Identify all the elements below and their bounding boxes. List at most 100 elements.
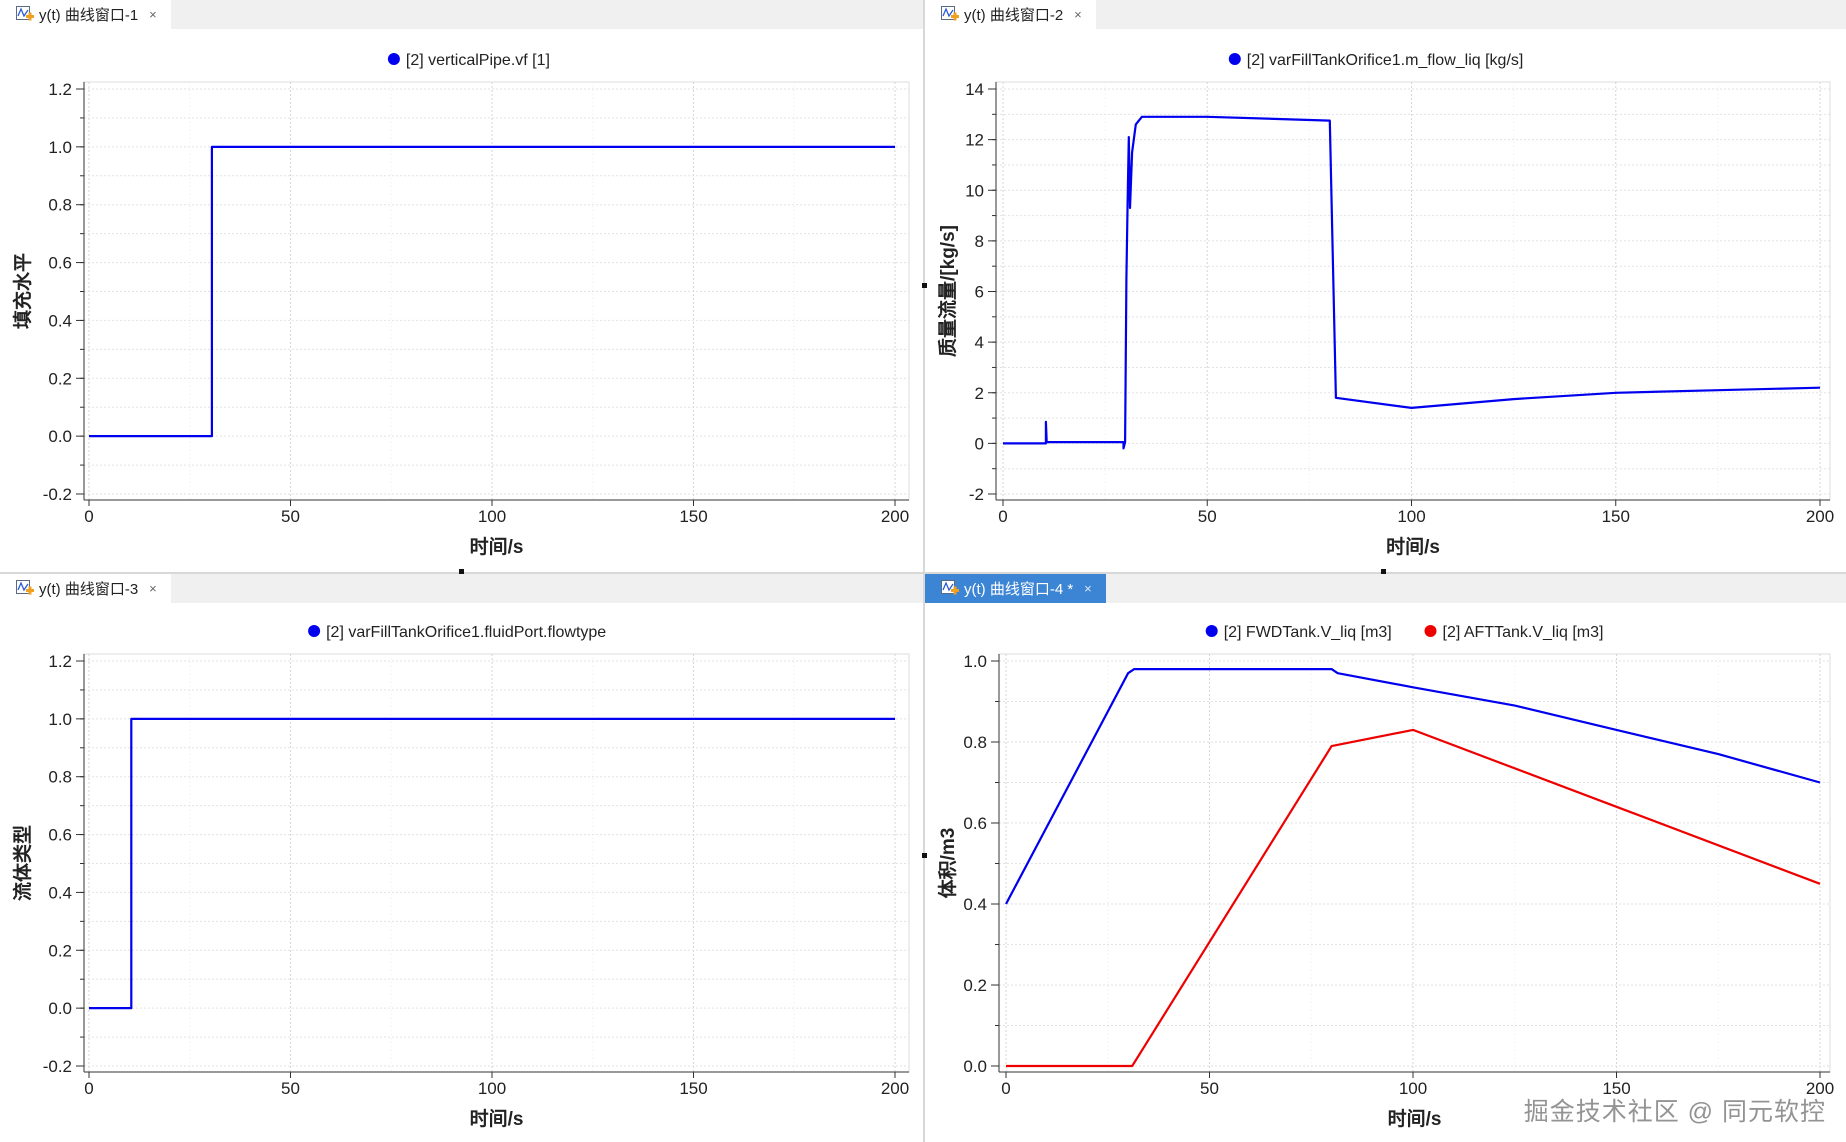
vertical-splitter[interactable] — [923, 0, 925, 1142]
legend-marker — [1228, 53, 1241, 65]
x-tick-label: 100 — [1399, 1079, 1427, 1098]
y-tick-label: 0.8 — [963, 733, 987, 752]
x-tick-label: 100 — [478, 1079, 506, 1098]
x-tick-label: 0 — [84, 507, 93, 526]
y-tick-label: 0.0 — [48, 427, 72, 446]
watermark: 掘金技术社区 @ 同元软控 — [1523, 1098, 1826, 1126]
series-line — [1006, 728, 1821, 1068]
y-tick-label: 0.2 — [963, 976, 987, 995]
x-tick-label: 50 — [281, 507, 300, 526]
tab-bar: y(t) 曲线窗口-2 × — [925, 0, 1846, 29]
close-icon[interactable]: × — [1074, 7, 1082, 22]
splitter-handle[interactable] — [1381, 569, 1386, 574]
legend-marker — [1205, 625, 1218, 637]
legend-label: [2] varFillTankOrifice1.fluidPort.flowty… — [326, 624, 606, 641]
y-axis-label: 体积/m3 — [936, 828, 959, 899]
x-axis-label: 时间/s — [1388, 1108, 1442, 1130]
tab-plot-window-4[interactable]: y(t) 曲线窗口-4 * × — [925, 574, 1106, 603]
chart-4: 0.0 0.2 0.4 0.6 0.8 1.0 0 50 100 150 200 时间/s 体积/m3 [… — [936, 624, 1834, 1130]
x-tick-label: 100 — [478, 507, 506, 526]
y-tick-label: 6 — [975, 283, 984, 302]
plot-window-icon — [16, 580, 34, 597]
y-tick-label: 1.0 — [48, 138, 72, 157]
y-tick-label: 1.0 — [48, 710, 72, 729]
y-tick-label: -2 — [969, 485, 984, 504]
splitter-handle[interactable] — [922, 283, 927, 288]
y-tick-label: 0 — [975, 434, 984, 453]
tab-plot-window-2[interactable]: y(t) 曲线窗口-2 × — [925, 0, 1096, 29]
y-tick-label: 2 — [975, 384, 984, 403]
tab-label: y(t) 曲线窗口-3 — [39, 581, 139, 598]
x-tick-label: 0 — [84, 1079, 93, 1098]
legend-label: [2] verticalPipe.vf [1] — [406, 52, 550, 69]
x-tick-label: 200 — [881, 507, 909, 526]
tab-bar: y(t) 曲线窗口-3 × — [0, 574, 923, 603]
y-tick-label: 4 — [975, 333, 984, 352]
legend: [2] FWDTank.V_liq [m3] [2] AFTTank.V_liq … — [1205, 624, 1604, 641]
x-tick-label: 150 — [679, 507, 707, 526]
plot-window-4: y(t) 曲线窗口-4 * × 0.0 0.2 0.4 0.6 0.8 1.0 0 50 100 15… — [925, 574, 1846, 1142]
tab-label: y(t) 曲线窗口-2 — [964, 7, 1064, 24]
legend-marker — [387, 53, 400, 65]
legend-label: [2] FWDTank.V_liq [m3] — [1224, 624, 1392, 641]
x-tick-label: 0 — [998, 507, 1007, 526]
x-tick-label: 100 — [1397, 507, 1425, 526]
plot-window-1: y(t) 曲线窗口-1 × -0.2 0.0 0.2 0.4 0.6 0.8 1.0 1.2 0 50… — [0, 0, 923, 572]
y-tick-label: 0.2 — [48, 369, 72, 388]
y-tick-label: 0.6 — [963, 814, 987, 833]
tab-plot-window-3[interactable]: y(t) 曲线窗口-3 × — [0, 574, 171, 603]
x-axis-label: 时间/s — [1386, 536, 1440, 558]
y-axis-label: 质量流量/[kg/s] — [936, 225, 959, 357]
x-tick-label: 50 — [281, 1079, 300, 1098]
tab-bar: y(t) 曲线窗口-4 * × — [925, 574, 1846, 603]
tab-bar: y(t) 曲线窗口-1 × — [0, 0, 923, 29]
y-tick-label: 12 — [965, 131, 984, 150]
y-tick-label: 0.0 — [48, 999, 72, 1018]
x-tick-label: 0 — [1001, 1079, 1010, 1098]
legend: [2] verticalPipe.vf [1] — [387, 52, 550, 69]
y-axis-label: 填充水平 — [11, 253, 34, 329]
x-axis-label: 时间/s — [470, 536, 524, 558]
plot-window-3: y(t) 曲线窗口-3 × -0.2 0.0 0.2 0.4 0.6 0.8 1.0 1.2 0 50… — [0, 574, 923, 1142]
x-tick-label: 150 — [1602, 1079, 1630, 1098]
plot-window-icon — [941, 580, 959, 597]
y-tick-label: -0.2 — [43, 1057, 72, 1076]
y-tick-label: 10 — [965, 181, 984, 200]
plot-window-icon — [941, 6, 959, 23]
y-tick-label: 0.8 — [48, 768, 72, 787]
series-line — [1005, 667, 1821, 905]
y-tick-label: 1.2 — [48, 652, 72, 671]
chart-1: -0.2 0.0 0.2 0.4 0.6 0.8 1.0 1.2 0 50 100 150 200 时间/… — [11, 52, 910, 558]
y-tick-label: 0.6 — [48, 826, 72, 845]
series-line — [89, 145, 895, 438]
close-icon[interactable]: × — [1084, 581, 1092, 596]
x-tick-label: 150 — [679, 1079, 707, 1098]
y-tick-label: 0.0 — [963, 1057, 987, 1076]
y-tick-label: 0.4 — [48, 311, 72, 330]
y-axis-label: 流体类型 — [11, 825, 34, 901]
tab-plot-window-1[interactable]: y(t) 曲线窗口-1 × — [0, 0, 171, 29]
y-tick-label: 0.4 — [48, 883, 72, 902]
series-line — [89, 717, 895, 1010]
close-icon[interactable]: × — [149, 581, 157, 596]
splitter-handle[interactable] — [922, 853, 927, 858]
splitter-handle[interactable] — [459, 569, 464, 574]
x-tick-label: 50 — [1200, 1079, 1219, 1098]
x-axis-label: 时间/s — [470, 1108, 524, 1130]
y-tick-label: 0.6 — [48, 254, 72, 273]
legend: [2] varFillTankOrifice1.fluidPort.flowty… — [308, 624, 606, 641]
x-tick-label: 50 — [1198, 507, 1217, 526]
series-line — [1003, 115, 1821, 450]
y-tick-label: 0.8 — [48, 196, 72, 215]
y-tick-label: 14 — [965, 80, 984, 99]
legend-label: [2] AFTTank.V_liq [m3] — [1443, 624, 1604, 641]
y-tick-label: -0.2 — [43, 485, 72, 504]
close-icon[interactable]: × — [149, 7, 157, 22]
y-tick-label: 0.4 — [963, 895, 987, 914]
y-tick-label: 1.0 — [963, 652, 987, 671]
y-tick-label: 8 — [975, 232, 984, 251]
horizontal-splitter[interactable] — [0, 572, 1846, 574]
legend-label: [2] varFillTankOrifice1.m_flow_liq [kg/s… — [1247, 52, 1524, 69]
legend-marker — [308, 625, 321, 637]
x-tick-label: 200 — [881, 1079, 909, 1098]
